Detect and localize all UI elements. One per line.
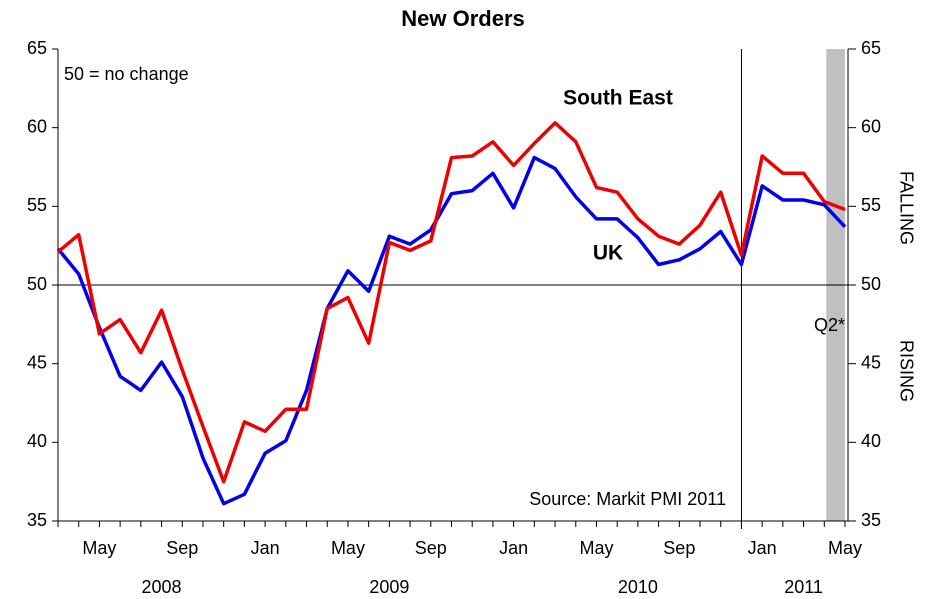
year-label: 2011: [784, 577, 823, 597]
note: 50 = no change: [64, 64, 189, 84]
lower-label: RISING: [896, 340, 916, 402]
y-tick-label: 45: [27, 352, 47, 372]
y-tick-label: 55: [27, 195, 47, 215]
y2-tick-label: 40: [861, 431, 881, 451]
band-label: Q2*: [814, 315, 845, 335]
y-tick-label: 60: [27, 116, 47, 136]
series-line: [56, 155, 847, 506]
series-line: [56, 121, 846, 484]
x-tick-label: May: [579, 538, 613, 558]
year-label: 2010: [618, 577, 658, 597]
y2-tick-label: 55: [861, 195, 881, 215]
upper-label: FALLING: [896, 171, 916, 245]
y2-tick-label: 45: [861, 352, 881, 372]
y2-tick-label: 50: [861, 274, 881, 294]
y2-tick-label: 65: [861, 38, 881, 58]
y-tick-label: 50: [27, 274, 47, 294]
x-tick-label: Jan: [748, 538, 777, 558]
legend-label: UK: [593, 242, 623, 265]
year-label: 2009: [369, 577, 409, 597]
year-label: 2008: [142, 577, 182, 597]
chart-title: New Orders: [401, 6, 525, 31]
y2-tick-label: 60: [861, 116, 881, 136]
x-tick-label: May: [82, 538, 116, 558]
legend-label: South East: [563, 87, 673, 110]
y-tick-label: 65: [27, 38, 47, 58]
x-tick-label: Sep: [166, 538, 198, 558]
x-tick-label: Jan: [499, 538, 528, 558]
x-tick-label: Jan: [251, 538, 280, 558]
x-tick-label: Sep: [415, 538, 447, 558]
source: Source: Markit PMI 2011: [529, 489, 726, 509]
x-tick-label: May: [828, 538, 862, 558]
x-tick-label: May: [331, 538, 365, 558]
y-tick-label: 40: [27, 431, 47, 451]
x-tick-label: Sep: [663, 538, 695, 558]
y-tick-label: 35: [27, 510, 47, 530]
y2-tick-label: 35: [861, 510, 881, 530]
